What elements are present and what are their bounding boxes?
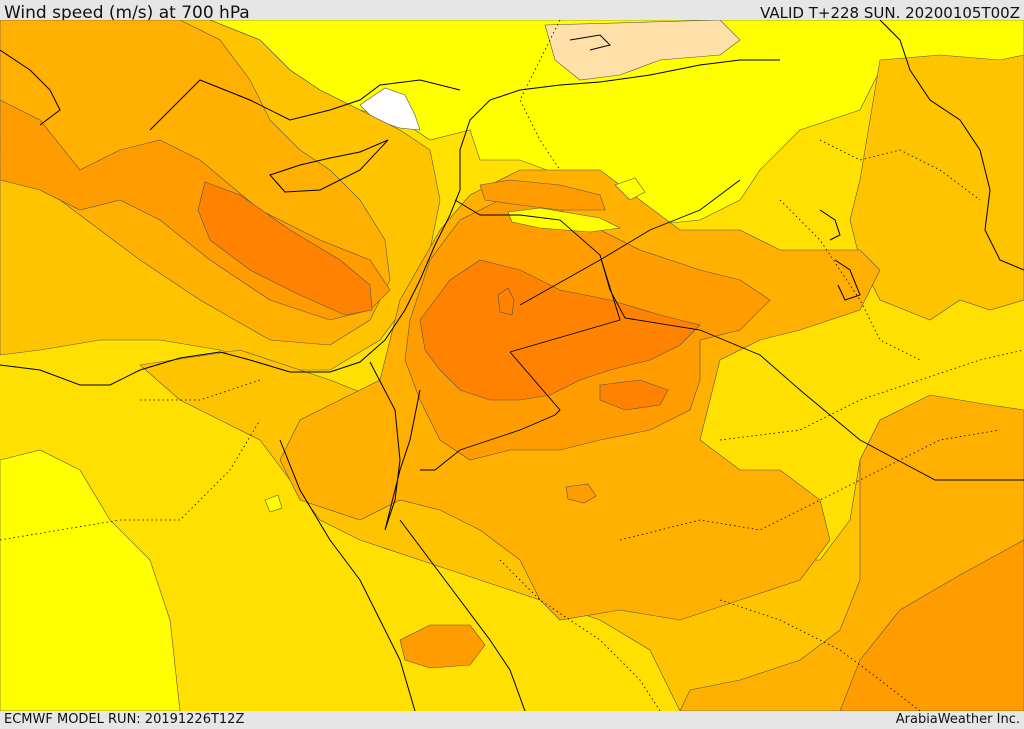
wind-speed-map-svg: [0, 20, 1024, 711]
valid-time: VALID T+228 SUN. 20200105T00Z: [760, 4, 1020, 22]
dark-orange-region-jordan: [419, 259, 701, 401]
dark-orange-patch-1: [599, 379, 669, 411]
pale-yellow-patch-1: [507, 207, 622, 233]
dark-orange-region-med: [197, 181, 373, 316]
credit: ArabiaWeather Inc.: [895, 712, 1020, 727]
orange-region-southeast-corner: [839, 539, 1024, 711]
orange-patch-small-2: [399, 624, 486, 669]
header-bar: Wind speed (m/s) at 700 hPa VALID T+228 …: [0, 0, 1024, 23]
footer-bar: [0, 711, 1024, 729]
coastlines: [0, 20, 1024, 711]
pale-yellow-patch-3: [264, 494, 283, 513]
peach-region: [544, 20, 741, 81]
orange-patch-north-1: [479, 179, 606, 211]
pale-yellow-region-west: [0, 449, 181, 711]
gold-region-east: [849, 54, 1024, 321]
dark-orange-patch-2: [497, 287, 515, 316]
model-run: ECMWF MODEL RUN: 20191226T12Z: [4, 712, 245, 727]
weather-map: [0, 20, 1024, 711]
dotted-borders: [0, 20, 1024, 711]
pale-yellow-patch-2: [614, 177, 646, 201]
map-title: Wind speed (m/s) at 700 hPa: [4, 3, 250, 23]
political-borders: [420, 179, 1024, 481]
orange-patch-small-1: [565, 483, 597, 504]
